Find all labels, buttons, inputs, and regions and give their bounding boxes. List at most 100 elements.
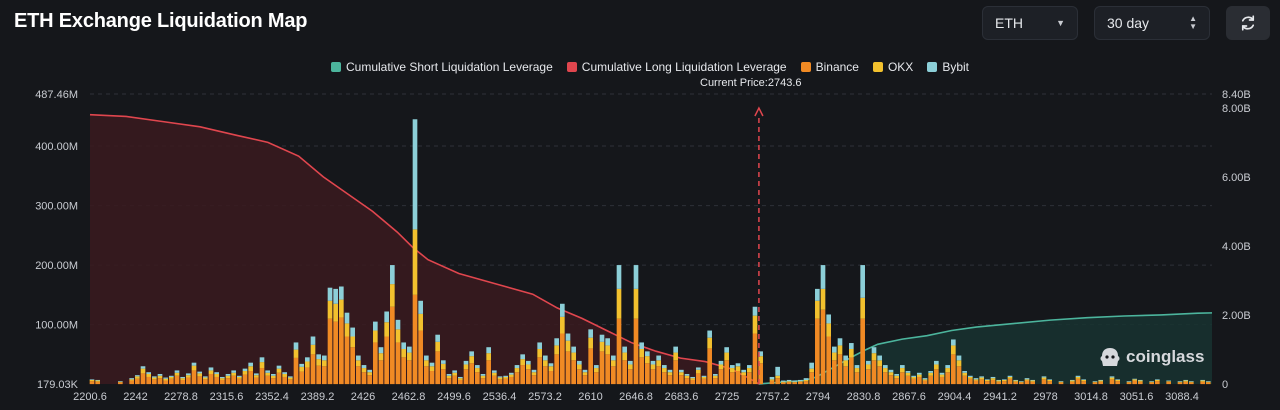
bar-binance (798, 381, 803, 385)
bar-binance (1166, 381, 1171, 385)
bar-binance (1149, 382, 1154, 385)
bar-bybit (973, 378, 979, 380)
bar-okx (271, 375, 276, 379)
bar-bybit (441, 360, 446, 364)
bar-binance (1098, 381, 1103, 385)
bar-bybit (1132, 378, 1137, 380)
bar-okx (690, 378, 695, 380)
bar-binance (225, 378, 231, 385)
y-left-tick-label: 487.46M (35, 89, 78, 101)
bar-bybit (820, 265, 826, 289)
bar-okx (928, 372, 933, 376)
x-tick-label: 2683.6 (665, 391, 699, 403)
bar-binance (322, 366, 327, 385)
bar-binance (509, 376, 514, 385)
bar-bybit (543, 355, 548, 361)
y-left-tick-label: 300.00M (35, 201, 78, 213)
legend-item[interactable]: OKX (872, 60, 913, 74)
bar-binance (656, 366, 661, 385)
bar-bybit (696, 367, 701, 370)
bar-bybit (718, 360, 724, 365)
bar-binance (956, 366, 962, 385)
bar-bybit (571, 346, 576, 353)
bar-bybit (747, 365, 752, 369)
range-select[interactable]: 30 day ▲ ▼ (1094, 6, 1210, 40)
bar-binance (282, 376, 287, 385)
bar-binance (1002, 381, 1007, 385)
bar-okx (446, 375, 452, 379)
x-tick-label: 2278.8 (164, 391, 198, 403)
bar-bybit (1206, 381, 1211, 382)
bar-bybit (526, 360, 531, 365)
bar-binance (424, 366, 429, 385)
bar-okx (520, 359, 525, 366)
bar-binance (837, 354, 843, 385)
bar-okx (860, 297, 865, 319)
bar-okx (582, 372, 588, 376)
bar-bybit (599, 334, 605, 342)
x-tick-label: 2536.4 (483, 391, 517, 403)
bar-bybit (894, 373, 899, 376)
coinglass-logo (1100, 348, 1120, 366)
bar-bybit (220, 376, 225, 379)
bar-bybit (628, 360, 633, 365)
bar-okx (276, 368, 282, 373)
bar-binance (446, 378, 452, 385)
bar-binance (769, 380, 775, 385)
y-right-tick-label: 6.00B (1222, 172, 1251, 184)
legend-item[interactable]: Bybit (927, 60, 969, 74)
x-tick-label: 2646.8 (619, 391, 653, 403)
bar-bybit (322, 355, 327, 361)
bar-bybit (843, 355, 848, 361)
bar-okx (531, 372, 537, 376)
bar-bybit (531, 369, 537, 373)
bar-bybit (390, 265, 395, 285)
bar-bybit (146, 372, 151, 374)
legend-item[interactable]: Cumulative Short Liquidation Leverage (330, 60, 553, 74)
bar-bybit (679, 369, 684, 373)
bar-binance (628, 369, 633, 385)
bar-binance (452, 375, 457, 385)
bar-binance (667, 375, 673, 385)
bar-binance (1007, 378, 1013, 385)
bar-okx (316, 359, 321, 366)
bar-okx (684, 375, 690, 379)
bar-binance (883, 372, 888, 385)
legend-item[interactable]: Cumulative Long Liquidation Leverage (566, 60, 787, 74)
bar-okx (571, 352, 576, 361)
bar-okx (588, 337, 593, 349)
bar-bybit (163, 377, 168, 379)
legend-swatch (566, 62, 577, 72)
bar-binance (169, 378, 174, 385)
bar-binance (1013, 381, 1018, 385)
x-tick-label: 2610 (578, 391, 602, 403)
bar-okx (1189, 381, 1194, 383)
bar-bybit (633, 265, 639, 289)
bar-bybit (509, 372, 514, 375)
bar-okx (639, 348, 644, 358)
bar-binance (276, 372, 282, 385)
bar-bybit (656, 355, 661, 361)
bar-bybit (429, 362, 435, 367)
bar-okx (458, 378, 463, 380)
bar-okx (611, 360, 616, 367)
legend-item[interactable]: Binance (800, 60, 859, 74)
bar-okx (186, 375, 191, 378)
bar-bybit (140, 366, 146, 369)
bar-bybit (735, 363, 741, 367)
bar-binance (730, 372, 735, 385)
bar-binance (724, 360, 729, 385)
symbol-select[interactable]: ETH ▼ (982, 6, 1078, 40)
bar-bybit (469, 351, 474, 357)
bar-bybit (407, 346, 412, 353)
bar-binance (135, 378, 140, 385)
watermark-text: coinglass (1126, 347, 1205, 366)
bar-bybit (1166, 380, 1171, 382)
bar-binance (1183, 381, 1188, 385)
bar-bybit (293, 342, 299, 350)
bar-binance (979, 379, 984, 385)
bar-binance (1019, 382, 1024, 385)
bar-binance (327, 318, 333, 385)
refresh-button[interactable] (1226, 6, 1270, 40)
bar-okx (129, 379, 134, 381)
